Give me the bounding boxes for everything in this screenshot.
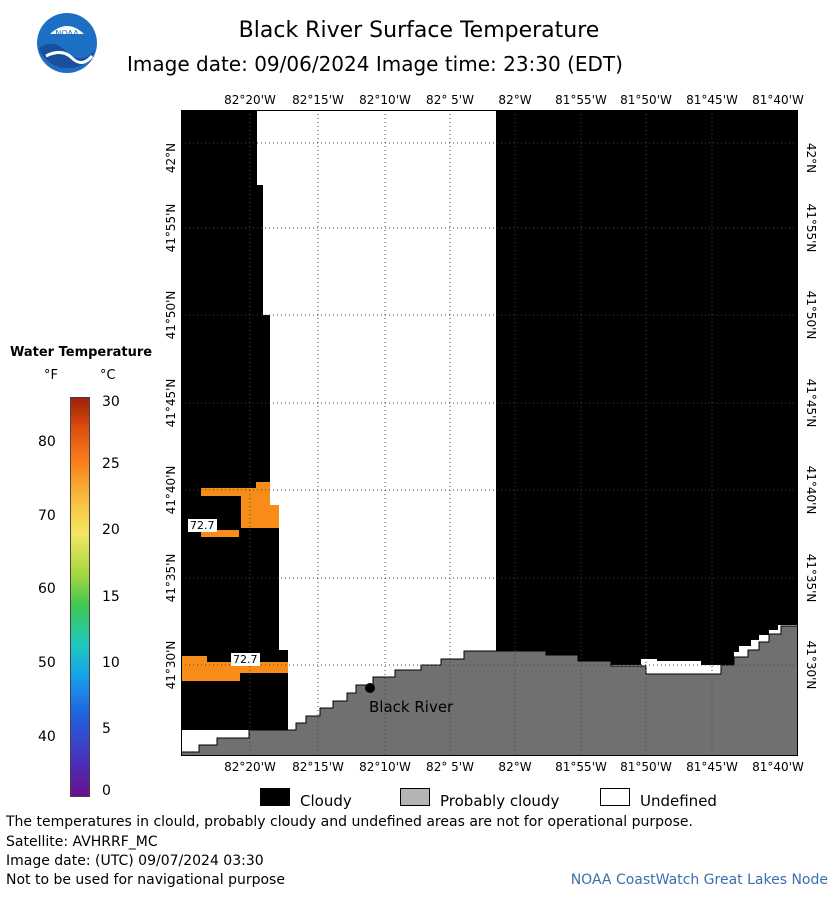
lon-tick-bottom: 81°45'W xyxy=(686,760,738,774)
cloudy-label: Cloudy xyxy=(300,792,352,810)
temp-label: 72.7 xyxy=(231,653,260,666)
f-tick: 80 xyxy=(38,434,56,450)
map-frame xyxy=(181,110,798,756)
lat-tick-right: 42°N xyxy=(804,142,818,174)
lon-tick-top: 82°15'W xyxy=(292,93,344,107)
credit-text: NOAA CoastWatch Great Lakes Node xyxy=(570,872,828,888)
page-title: Black River Surface Temperature xyxy=(238,18,600,43)
lat-tick-left: 41°45'N xyxy=(164,378,178,428)
noaa-logo: NOAA xyxy=(37,13,97,73)
cloud-area-left xyxy=(181,110,288,730)
lon-tick-bottom: 82°W xyxy=(498,760,532,774)
lat-tick-left: 41°35'N xyxy=(164,553,178,603)
cloud-area-right xyxy=(496,110,798,674)
undefined-label: Undefined xyxy=(640,792,717,810)
c-tick: 10 xyxy=(102,655,120,671)
temperature-map xyxy=(181,110,798,756)
image-datetime: Image date: 09/06/2024 Image time: 23:30… xyxy=(127,52,623,76)
undefined-swatch xyxy=(600,788,630,806)
lon-tick-top: 81°50'W xyxy=(620,93,672,107)
warm-water-pixels-lower xyxy=(181,656,288,681)
place-label-black-river: Black River xyxy=(369,698,454,716)
c-tick: 0 xyxy=(102,783,111,799)
lat-tick-left: 41°55'N xyxy=(164,203,178,253)
lon-tick-bottom: 82°15'W xyxy=(292,760,344,774)
warm-water-pixels-upper xyxy=(201,482,279,537)
lon-tick-top: 82°W xyxy=(498,93,532,107)
lon-tick-bottom: 82°20'W xyxy=(224,760,276,774)
temperature-colorbar xyxy=(70,397,90,797)
lon-tick-bottom: 81°50'W xyxy=(620,760,672,774)
lon-tick-top: 81°45'W xyxy=(686,93,738,107)
unit-fahrenheit: °F xyxy=(44,368,58,383)
satellite-text: Satellite: AVHRRF_MC xyxy=(6,834,158,850)
black-river-marker xyxy=(365,683,375,693)
lat-tick-right: 41°55'N xyxy=(804,203,818,253)
lat-tick-right: 41°40'N xyxy=(804,465,818,515)
utc-date-text: Image date: (UTC) 09/07/2024 03:30 xyxy=(6,853,264,869)
f-tick: 60 xyxy=(38,581,56,597)
lat-tick-left: 42°N xyxy=(164,142,178,174)
c-tick: 30 xyxy=(102,394,120,410)
c-tick: 25 xyxy=(102,456,120,472)
lon-tick-bottom: 82°10'W xyxy=(359,760,411,774)
cloudy-swatch xyxy=(260,788,290,806)
lat-tick-right: 41°50'N xyxy=(804,290,818,340)
lon-tick-top: 82°10'W xyxy=(359,93,411,107)
logo-text: NOAA xyxy=(55,29,79,38)
navigation-warning: Not to be used for navigational purpose xyxy=(6,872,285,888)
lat-tick-right: 41°45'N xyxy=(804,378,818,428)
graticule xyxy=(181,110,798,756)
f-tick: 70 xyxy=(38,508,56,524)
probably-cloudy-label: Probably cloudy xyxy=(440,792,560,810)
temp-label: 72.7 xyxy=(188,519,217,532)
f-tick: 40 xyxy=(38,729,56,745)
lon-tick-bottom: 82° 5'W xyxy=(426,760,474,774)
lon-tick-bottom: 81°55'W xyxy=(555,760,607,774)
lon-tick-top: 81°40'W xyxy=(752,93,804,107)
lon-tick-top: 81°55'W xyxy=(555,93,607,107)
lat-tick-left: 41°30'N xyxy=(164,640,178,690)
lon-tick-bottom: 81°40'W xyxy=(752,760,804,774)
lat-tick-right: 41°30'N xyxy=(804,640,818,690)
lat-tick-right: 41°35'N xyxy=(804,553,818,603)
probably-cloudy-swatch xyxy=(400,788,430,806)
c-tick: 5 xyxy=(102,721,111,737)
lon-tick-top: 82°20'W xyxy=(224,93,276,107)
unit-celsius: °C xyxy=(100,368,116,383)
legend-title: Water Temperature xyxy=(10,345,153,360)
lat-tick-left: 41°40'N xyxy=(164,465,178,515)
lon-tick-top: 82° 5'W xyxy=(426,93,474,107)
f-tick: 50 xyxy=(38,655,56,671)
disclaimer-text: The temperatures in clould, probably clo… xyxy=(6,814,693,830)
c-tick: 20 xyxy=(102,522,120,538)
c-tick: 15 xyxy=(102,589,120,605)
lat-tick-left: 41°50'N xyxy=(164,290,178,340)
